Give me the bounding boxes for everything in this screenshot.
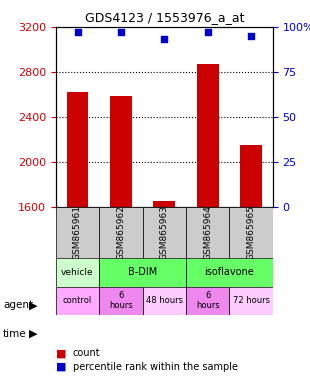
Text: percentile rank within the sample: percentile rank within the sample [73, 362, 238, 372]
Text: vehicle: vehicle [61, 268, 94, 277]
FancyBboxPatch shape [229, 207, 273, 258]
Text: 48 hours: 48 hours [146, 296, 183, 305]
Text: agent: agent [3, 300, 33, 310]
FancyBboxPatch shape [99, 258, 186, 286]
Text: ■: ■ [56, 362, 66, 372]
FancyBboxPatch shape [143, 207, 186, 258]
FancyBboxPatch shape [99, 286, 143, 315]
Text: count: count [73, 348, 100, 358]
FancyBboxPatch shape [186, 207, 229, 258]
Text: B-DIM: B-DIM [128, 267, 157, 278]
FancyBboxPatch shape [56, 286, 99, 315]
Point [249, 33, 254, 39]
Bar [240, 145, 262, 207]
Text: control: control [63, 296, 92, 305]
FancyBboxPatch shape [99, 207, 143, 258]
Text: 6
hours: 6 hours [196, 291, 219, 310]
Text: GSM865961: GSM865961 [73, 205, 82, 260]
Text: ▶: ▶ [29, 329, 38, 339]
Title: GDS4123 / 1553976_a_at: GDS4123 / 1553976_a_at [85, 11, 244, 24]
FancyBboxPatch shape [186, 258, 273, 286]
Text: ▶: ▶ [29, 300, 38, 310]
Text: GSM865962: GSM865962 [116, 205, 126, 260]
FancyBboxPatch shape [56, 207, 99, 258]
Text: 72 hours: 72 hours [232, 296, 270, 305]
FancyBboxPatch shape [229, 286, 273, 315]
Text: GSM865964: GSM865964 [203, 205, 212, 260]
Text: 6
hours: 6 hours [109, 291, 133, 310]
Text: GSM865963: GSM865963 [160, 205, 169, 260]
Text: ■: ■ [56, 348, 66, 358]
Point [75, 29, 80, 35]
Text: GSM865965: GSM865965 [246, 205, 256, 260]
Bar [153, 201, 175, 207]
Bar [67, 92, 88, 207]
Point [205, 29, 210, 35]
Text: time: time [3, 329, 27, 339]
Point [118, 29, 123, 35]
FancyBboxPatch shape [143, 286, 186, 315]
Bar [110, 96, 132, 207]
Bar [197, 64, 219, 207]
Text: isoflavone: isoflavone [205, 267, 254, 278]
Point [162, 36, 167, 43]
FancyBboxPatch shape [186, 286, 229, 315]
FancyBboxPatch shape [56, 258, 99, 286]
